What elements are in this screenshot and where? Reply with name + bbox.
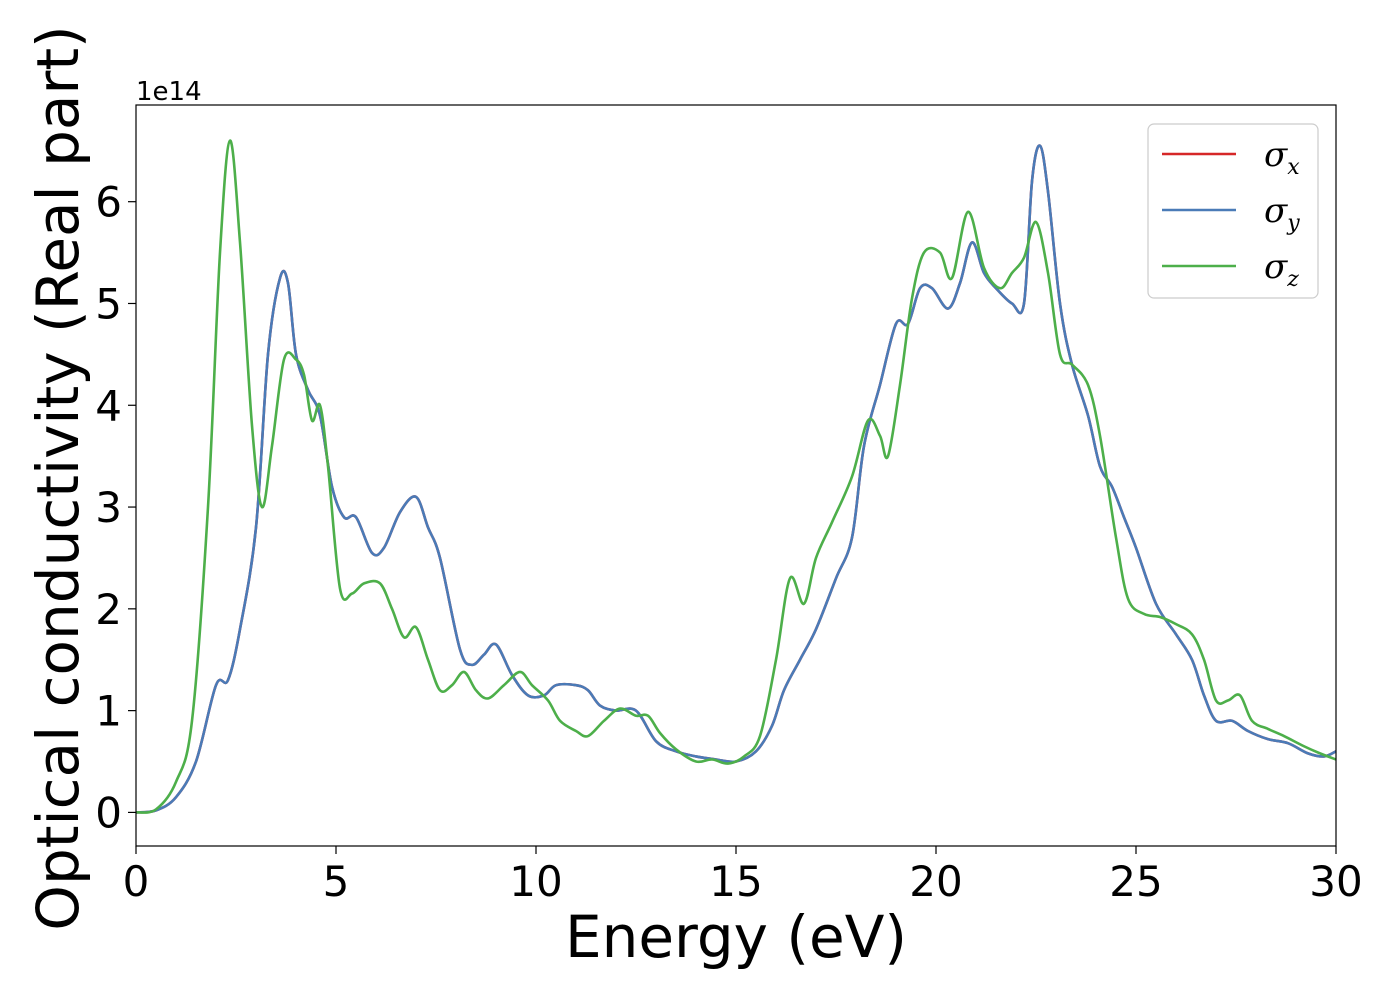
plot-lines (136, 139, 1336, 814)
y-tick-label: 4 (95, 381, 122, 430)
legend-label-sigma-y: σy (1264, 191, 1300, 236)
y-axis-ticks: 0 1 2 3 4 5 6 (95, 178, 136, 837)
series-line-sigma-y (136, 144, 1336, 814)
y-tick-label: 5 (95, 279, 122, 328)
y-tick-label: 3 (95, 483, 122, 532)
x-tick-label: 25 (1109, 857, 1162, 906)
x-tick-label: 10 (509, 857, 562, 906)
y-offset-label: 1e14 (136, 77, 202, 107)
x-tick-label: 5 (323, 857, 350, 906)
x-tick-label: 15 (709, 857, 762, 906)
x-axis-label: Energy (eV) (565, 903, 907, 971)
legend-label-sigma-z: σz (1264, 247, 1299, 292)
series-line-sigma-z (136, 139, 1336, 814)
y-axis-label: Optical conductivity (Real part) (24, 25, 92, 930)
x-tick-label: 0 (123, 857, 150, 906)
y-tick-label: 2 (95, 585, 122, 634)
y-tick-label: 0 (95, 788, 122, 837)
y-tick-label: 1 (95, 687, 122, 736)
x-tick-label: 20 (909, 857, 962, 906)
x-tick-label: 30 (1309, 857, 1362, 906)
legend-label-sigma-x: σx (1264, 135, 1300, 180)
legend: σx σy σz (1147, 123, 1319, 299)
x-axis-ticks: 0 5 10 15 20 25 30 (123, 846, 1363, 906)
y-tick-label: 6 (95, 178, 122, 227)
